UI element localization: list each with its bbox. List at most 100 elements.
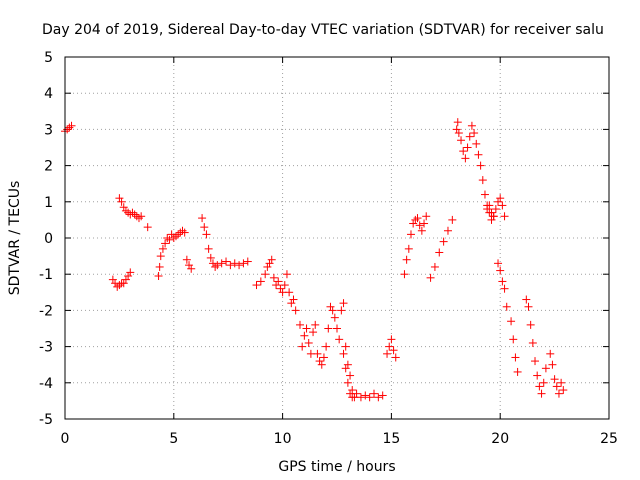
y-axis-title: SDTVAR / TECUs — [7, 181, 23, 296]
data-point — [474, 150, 483, 159]
data-point — [213, 261, 222, 270]
data-point — [326, 302, 335, 311]
data-point — [472, 139, 481, 148]
data-point — [285, 288, 294, 297]
data-point — [330, 313, 339, 322]
data-point — [343, 378, 352, 387]
y-tick-label: 1 — [44, 195, 53, 211]
x-tick-label: 0 — [61, 431, 70, 447]
data-point — [155, 262, 164, 271]
data-point — [457, 136, 466, 145]
data-point — [378, 391, 387, 400]
data-points — [61, 118, 568, 402]
data-point — [341, 364, 350, 373]
data-point — [263, 262, 272, 271]
data-point — [121, 275, 130, 284]
data-point — [174, 230, 183, 239]
data-point — [124, 272, 133, 281]
data-point — [178, 226, 187, 235]
data-point — [291, 306, 300, 315]
data-point — [67, 121, 76, 130]
data-point — [156, 252, 165, 261]
data-point — [522, 295, 531, 304]
data-point — [335, 335, 344, 344]
data-point — [385, 342, 394, 351]
data-point — [243, 257, 252, 266]
data-point — [483, 205, 492, 214]
data-point — [374, 393, 383, 402]
data-point — [276, 284, 285, 293]
data-point — [365, 393, 374, 402]
data-point — [550, 375, 559, 384]
data-point — [383, 349, 392, 358]
data-point — [113, 282, 122, 291]
data-point — [420, 219, 429, 228]
data-point — [287, 299, 296, 308]
data-point — [404, 244, 413, 253]
data-point — [298, 342, 307, 351]
data-point — [128, 208, 137, 217]
data-point — [274, 277, 283, 286]
data-point — [487, 215, 496, 224]
x-tick-label: 25 — [600, 431, 618, 447]
data-point — [282, 270, 291, 279]
data-point — [413, 214, 422, 223]
data-point — [537, 389, 546, 398]
y-tick-label: 2 — [44, 159, 53, 175]
data-point — [311, 320, 320, 329]
data-point — [409, 219, 418, 228]
data-point — [339, 299, 348, 308]
data-point — [313, 349, 322, 358]
y-tick-label: -5 — [39, 412, 53, 428]
x-tick-label: 10 — [274, 431, 292, 447]
data-point — [346, 371, 355, 380]
data-point — [226, 261, 235, 270]
chart-title: Day 204 of 2019, Sidereal Day-to-day VTE… — [42, 22, 604, 38]
data-point — [526, 320, 535, 329]
data-point — [208, 259, 217, 268]
data-point — [182, 255, 191, 264]
data-point — [533, 371, 542, 380]
data-point — [496, 266, 505, 275]
data-point — [261, 270, 270, 279]
data-point — [463, 143, 472, 152]
data-point — [502, 302, 511, 311]
data-point — [317, 360, 326, 369]
data-point — [315, 357, 324, 366]
data-point — [406, 230, 415, 239]
data-point — [300, 331, 309, 340]
x-tick-label: 20 — [491, 431, 509, 447]
data-point — [119, 279, 128, 288]
data-point — [115, 194, 124, 203]
data-point — [296, 320, 305, 329]
data-point — [121, 206, 130, 215]
data-point — [485, 201, 494, 210]
data-point — [498, 277, 507, 286]
data-point — [500, 284, 509, 293]
data-point — [554, 389, 563, 398]
data-point — [467, 121, 476, 130]
y-tick-label: 0 — [44, 231, 53, 247]
data-point — [535, 382, 544, 391]
data-point — [498, 201, 507, 210]
data-point — [400, 270, 409, 279]
y-tick-label: 3 — [44, 122, 53, 138]
data-point — [491, 205, 500, 214]
data-point — [252, 281, 261, 290]
data-point — [389, 346, 398, 355]
data-point — [430, 262, 439, 271]
plot-frame — [64, 56, 610, 420]
data-point — [63, 125, 72, 134]
data-point — [524, 302, 533, 311]
tick-labels: 0 5 10 15 20 25 -5 -4 -3 -2 -1 0 1 2 3 4 5 — [39, 50, 618, 447]
data-point — [256, 277, 265, 286]
data-point — [137, 212, 146, 221]
data-point — [448, 215, 457, 224]
data-point — [328, 306, 337, 315]
data-point — [211, 262, 220, 271]
data-point — [165, 235, 174, 244]
data-point — [470, 129, 479, 138]
y-tick-label: 4 — [44, 86, 53, 102]
data-point — [319, 353, 328, 362]
